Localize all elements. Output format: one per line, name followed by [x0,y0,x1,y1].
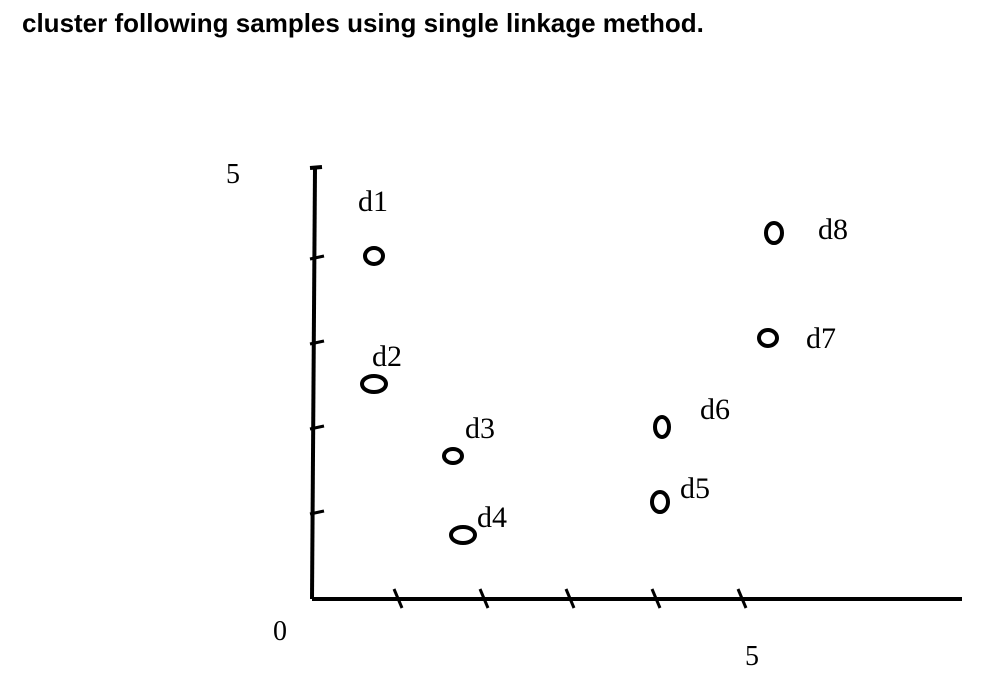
y-axis-top-tick [309,165,323,170]
x-tick-3 [564,588,576,609]
point-label-d7: d7 [806,322,836,355]
y-tick-3 [309,339,325,346]
y-tick-1 [309,509,325,516]
question-text: cluster following samples using single l… [22,8,704,38]
data-point-d2 [360,374,388,394]
point-label-d1: d1 [358,185,388,218]
x-tick-4 [650,588,662,609]
data-point-d5 [650,490,670,514]
y-axis-line [310,167,317,600]
point-label-d5: d5 [680,472,710,505]
y-tick-label-top: 5 [226,159,240,190]
y-tick-2 [309,424,325,431]
data-point-d8 [764,221,784,245]
point-label-d3: d3 [465,412,495,445]
x-tick-label-end: 5 [745,641,759,672]
y-tick-4 [309,254,325,261]
data-point-d7 [757,328,779,348]
point-label-d4: d4 [477,501,507,534]
data-point-d3 [442,447,464,465]
data-point-d4 [449,525,477,545]
x-tick-5 [736,588,748,609]
x-tick-label-origin: 0 [273,616,287,647]
x-tick-2 [478,588,490,609]
data-point-d6 [653,415,671,439]
x-tick-1 [392,588,404,609]
data-point-d1 [363,246,385,266]
point-label-d2: d2 [372,340,402,373]
point-label-d8: d8 [818,213,848,246]
point-label-d6: d6 [700,393,730,426]
